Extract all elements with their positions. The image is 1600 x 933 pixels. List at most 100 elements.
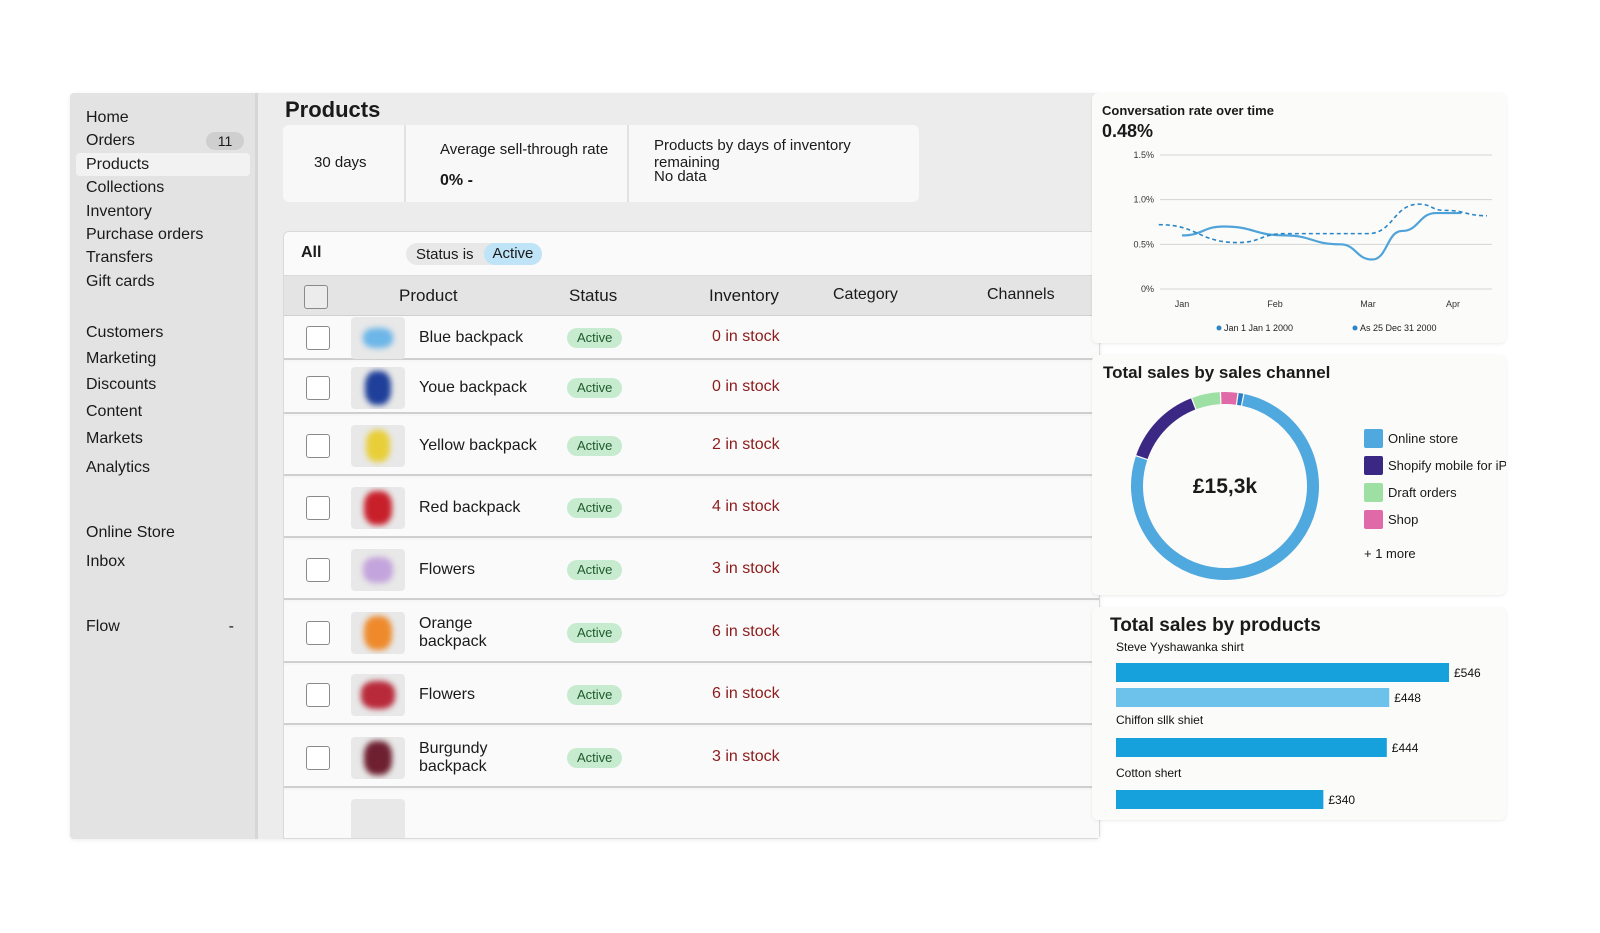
y-tick-label: 1.0% [1133,195,1154,205]
sidebar-item-orders[interactable]: Orders 11 [76,129,250,152]
table-row[interactable]: Flowers Active 6 in stock [284,665,1099,725]
sidebar-item-inventory[interactable]: Inventory [76,200,250,223]
column-header-category[interactable]: Category [833,286,898,303]
row-checkbox[interactable] [306,434,330,458]
donut-segment [1136,398,1196,460]
sales-channel-donut: £15,3k [1131,392,1319,580]
table-row[interactable]: Yellow backpack Active 2 in stock [284,416,1099,476]
product-thumbnail[interactable] [351,549,405,591]
bar-value-label: £444 [1392,741,1419,755]
bar [1116,790,1324,809]
sidebar-item-label: Inbox [86,553,126,570]
inventory-count: 2 in stock [712,436,780,453]
status-badge: Active [567,747,623,768]
sidebar-item-label: Gift cards [86,273,155,290]
product-name-link[interactable]: Red backpack [419,499,521,516]
column-header-status[interactable]: Status [569,286,618,305]
table-row[interactable]: Burgundy backpack Active 3 in stock [284,727,1099,788]
sidebar-item-label: Orders [86,132,135,149]
row-checkbox[interactable] [306,683,330,707]
row-checkbox[interactable] [306,745,330,770]
sidebar-item-products[interactable]: Products [76,153,250,176]
product-name-link[interactable]: Burgundy backpack [419,739,488,775]
legend-label: As 25 Dec 31 2000 [1360,323,1437,333]
sidebar-item-online-store[interactable]: Online Store [76,521,250,544]
table-row[interactable]: Red backpack Active 4 in stock [284,478,1099,538]
table-row[interactable]: Youe backpack Active 0 in stock [284,362,1099,414]
column-header-inventory[interactable]: Inventory [709,286,779,305]
product-name-link[interactable]: Blue backpack [419,329,524,346]
product-name-link[interactable]: Orange backpack [419,614,487,650]
product-thumbnail[interactable] [351,611,405,654]
filter-bar: All Status is Active [284,232,1099,276]
metrics-bar: 30 days Average sell-through rate 0% - P… [283,125,919,202]
table-row[interactable] [284,790,1099,838]
row-checkbox[interactable] [306,558,330,582]
product-thumbnail[interactable] [351,367,405,409]
sidebar-item-discounts[interactable]: Discounts [76,373,250,396]
sales-by-channel-card: Total sales by sales channel £15,3k Onli… [1092,355,1506,595]
sell-through-metric[interactable]: Average sell-through rate 0% - [406,125,629,202]
sidebar-item-flow[interactable]: Flow - [76,615,250,638]
product-name-link[interactable]: Flowers [419,561,476,578]
column-header-channels[interactable]: Channels [987,286,1055,303]
sidebar-item-purchase-orders[interactable]: Purchase orders [76,223,250,246]
product-thumbnail[interactable] [351,736,405,779]
table-row[interactable]: Flowers Active 3 in stock [284,540,1099,600]
sidebar-item-customers[interactable]: Customers [76,321,250,344]
table-header: Product Status Inventory Category Channe… [284,276,1099,316]
row-checkbox[interactable] [306,496,330,520]
legend-swatch [1364,510,1383,529]
sidebar-item-inbox[interactable]: Inbox [76,550,250,573]
row-checkbox[interactable] [306,376,330,400]
x-tick-label: Apr [1446,299,1460,309]
column-header-product[interactable]: Product [399,286,458,305]
bar-value-label: £448 [1394,691,1421,705]
table-row[interactable]: Orange backpack Active 6 in stock [284,602,1099,663]
status-badge: Active [567,560,623,580]
sidebar-item-label: Online Store [86,524,175,541]
product-thumbnail[interactable] [351,425,405,467]
legend-swatch [1364,456,1383,475]
sidebar-item-label: Home [86,109,129,126]
product-thumbnail[interactable] [351,799,405,838]
product-thumbnail[interactable] [351,317,405,359]
select-all-checkbox[interactable] [304,285,328,309]
legend-marker [1216,325,1222,331]
channel-title: Total sales by sales channel [1103,363,1331,382]
sidebar-item-content[interactable]: Content [76,400,250,423]
series-line [1181,211,1462,261]
sidebar-item-gift-cards[interactable]: Gift cards [76,270,250,293]
sidebar-item-analytics[interactable]: Analytics [76,456,250,479]
table-row[interactable]: Blue backpack Active 0 in stock [284,316,1099,360]
sales-by-products-card: Total sales by products Steve Yyshawanka… [1092,607,1506,820]
sidebar-item-transfers[interactable]: Transfers [76,246,250,269]
product-image [365,371,391,405]
period-label: 30 days [314,154,367,171]
status-filter-chip[interactable]: Status is Active [406,243,543,265]
sidebar-item-home[interactable]: Home [76,106,250,129]
sidebar-item-markets[interactable]: Markets [76,427,250,450]
x-tick-label: Mar [1360,299,1376,309]
product-thumbnail[interactable] [351,674,405,716]
inventory-count: 4 in stock [712,498,780,515]
inventory-count: 6 in stock [712,685,780,702]
product-image [364,615,392,650]
row-checkbox[interactable] [306,326,330,350]
sidebar-item-label: Content [86,403,143,420]
legend-swatch [1364,483,1383,502]
product-name-link[interactable]: Yellow backpack [419,437,537,454]
sidebar-item-label: Markets [86,430,143,447]
product-name-link[interactable]: Youe backpack [419,379,527,396]
bar [1116,738,1387,757]
sidebar-item-label: Products [86,156,150,173]
product-thumbnail[interactable] [351,487,405,529]
legend-more-link[interactable]: + 1 more [1364,546,1416,561]
sidebar-item-marketing[interactable]: Marketing [76,347,250,370]
period-selector[interactable]: 30 days [283,125,406,202]
product-name-link[interactable]: Flowers [419,686,476,703]
row-checkbox[interactable] [306,620,330,645]
inventory-days-metric[interactable]: Products by days of inventory remaining … [629,125,919,202]
tab-all[interactable]: All [301,244,322,261]
sidebar-item-collections[interactable]: Collections [76,176,250,199]
